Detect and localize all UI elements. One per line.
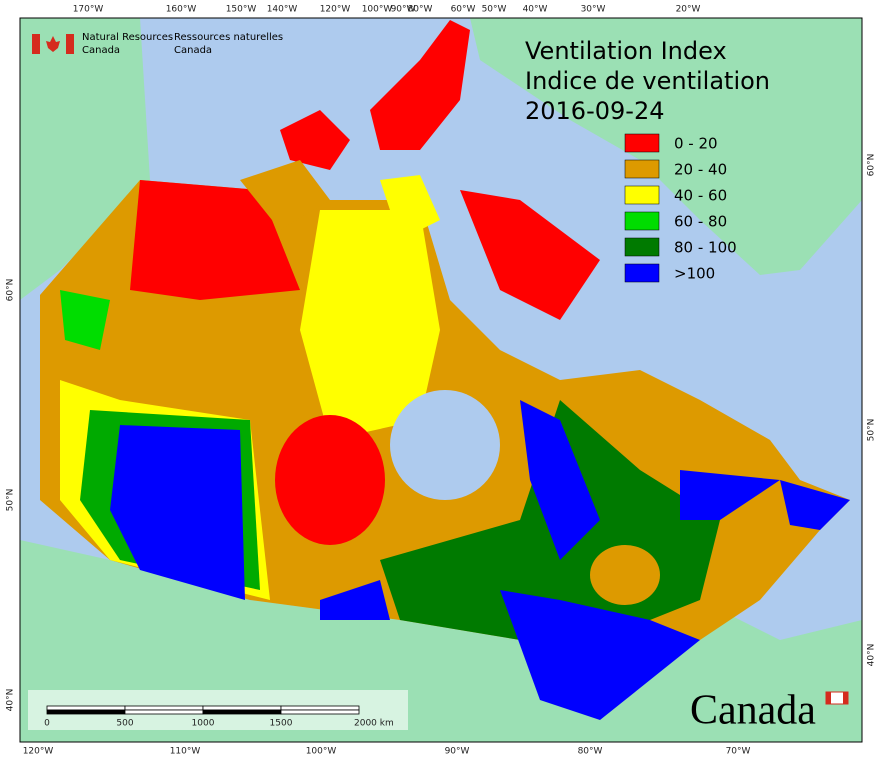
scale-label: 1500 [270, 719, 293, 729]
region [320, 580, 390, 620]
arctic-island [370, 20, 470, 150]
flag-bar [66, 34, 74, 54]
wordmark-text: Canada [690, 688, 816, 734]
longitude-label: 100°W [306, 747, 337, 757]
longitude-label: 160°W [166, 5, 197, 15]
agency-en: Canada [82, 45, 120, 56]
longitude-label: 30°W [581, 5, 606, 15]
legend-label: 80 - 100 [674, 239, 737, 257]
arctic-island [460, 190, 600, 320]
legend-label: >100 [674, 265, 715, 283]
region [780, 480, 850, 530]
latitude-label: 60°N [867, 154, 877, 177]
legend-swatch [624, 185, 660, 205]
scale-segment [280, 709, 360, 715]
date: 2016-09-24 [525, 97, 664, 125]
region [110, 425, 245, 600]
latitude-label: 40°N [6, 689, 16, 712]
wordmark: Canada [690, 688, 849, 734]
latitude-label: 40°N [867, 644, 877, 667]
longitude-label: 140°W [267, 5, 298, 15]
legend-swatch [624, 133, 660, 153]
region [520, 400, 600, 560]
arctic-island [280, 110, 350, 170]
arctic-island [240, 160, 330, 230]
longitude-label: 60°W [451, 5, 476, 15]
latitude-label: 50°N [867, 419, 877, 442]
arctic-island [380, 175, 440, 240]
agency-fr: Canada [174, 45, 212, 56]
region [590, 545, 660, 605]
longitude-label: 40°W [523, 5, 548, 15]
longitude-label: 90°W [391, 5, 416, 15]
graticule-labels: 170°W 160°W 150°W 140°W 120°W 100°W90°W80°W 60… [6, 5, 877, 757]
longitude-label: 110°W [170, 747, 201, 757]
alaska [20, 18, 150, 300]
latitude-label: 60°N [6, 279, 16, 302]
longitude-label: 70°W [726, 747, 751, 757]
map-frame [19, 17, 863, 743]
agency-fr: Ressources naturelles [174, 32, 283, 43]
scale-label: 1000 [192, 719, 215, 729]
latitude-label: 50°N [6, 489, 16, 512]
region [60, 290, 110, 350]
wordmark-flag-bar [843, 692, 848, 704]
scale-bar: 0 500 1000 1500 2000 km [28, 690, 408, 730]
region [680, 470, 780, 520]
scale-segment [202, 709, 282, 715]
scale-segment [124, 705, 204, 711]
legend-label: 40 - 60 [674, 187, 727, 205]
scale-segment [124, 709, 204, 715]
title: Indice de ventilation [525, 67, 770, 95]
wordmark-flag-bar [826, 692, 831, 704]
maple-leaf [46, 36, 60, 52]
legend-swatch [624, 263, 660, 283]
scale-segment [46, 705, 126, 711]
legend-swatch [624, 159, 660, 179]
longitude-label: 120°W [23, 747, 54, 757]
longitude-label: 80°W [408, 5, 433, 15]
scale-segment [202, 705, 282, 711]
region [300, 210, 440, 440]
scale-label: 0 [44, 719, 50, 729]
scale-label: 2000 km [354, 719, 394, 729]
hudson-bay [390, 390, 500, 500]
longitude-label: 150°W [226, 5, 257, 15]
legend-label: 0 - 20 [674, 135, 718, 153]
title: Ventilation Index [525, 37, 727, 65]
region [500, 590, 700, 720]
scale-segment [280, 705, 360, 711]
region [275, 415, 385, 545]
longitude-label: 20°W [676, 5, 701, 15]
scale-label: 500 [116, 719, 133, 729]
agency-en: Natural Resources [82, 32, 173, 43]
legend-label: 20 - 40 [674, 161, 727, 179]
agency-signature: Natural Resources Canada Ressources natu… [32, 32, 283, 56]
map [19, 17, 863, 743]
legend-swatch [624, 211, 660, 231]
longitude-label: 170°W [73, 5, 104, 15]
legend-swatch [624, 237, 660, 257]
scale-segment [46, 709, 126, 715]
longitude-label: 50°W [482, 5, 507, 15]
longitude-label: 80°W [578, 747, 603, 757]
flag-bar [32, 34, 40, 54]
longitude-label: 90°W [445, 747, 470, 757]
longitude-label: 120°W [320, 5, 351, 15]
greenland [470, 18, 862, 275]
longitude-label: 100°W [362, 5, 393, 15]
legend: 0 - 20 20 - 40 40 - 60 60 - 80 80 - 100 >100 [624, 133, 737, 283]
region [130, 180, 300, 300]
legend-label: 60 - 80 [674, 213, 727, 231]
